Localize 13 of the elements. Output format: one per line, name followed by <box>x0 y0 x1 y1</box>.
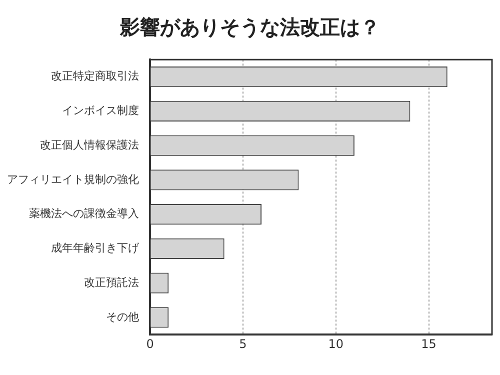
y-tick-label: 薬機法への課徴金導入 <box>29 207 139 220</box>
y-tick-label: その他 <box>106 310 139 324</box>
y-tick-label: 改正個人情報保護法 <box>40 138 139 152</box>
y-tick-label: 改正預託法 <box>84 276 139 289</box>
x-tick-label: 15 <box>421 336 436 351</box>
y-tick-label: 改正特定商取引法 <box>51 70 139 83</box>
y-tick-label: 成年年齢引き下げ <box>51 242 140 255</box>
chart-title: 影響がありそうな法改正は？ <box>118 14 381 41</box>
y-tick-label: アフィリエイト規制の強化 <box>7 172 139 186</box>
x-tick-label: 5 <box>239 336 247 351</box>
x-tick-label: 10 <box>328 336 344 351</box>
x-tick-label: 0 <box>146 336 154 351</box>
y-tick-label: インボイス制度 <box>62 104 139 118</box>
